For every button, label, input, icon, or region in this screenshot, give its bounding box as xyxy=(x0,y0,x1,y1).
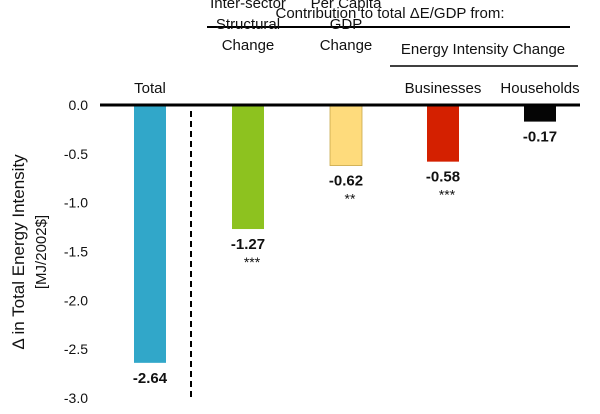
bar xyxy=(232,105,264,230)
y-axis-ticks: 0.0 -0.5 -1.0 -1.5 -2.0 -2.5 -3.0 xyxy=(64,97,88,406)
bar xyxy=(329,104,363,166)
y-tick-label: 0.0 xyxy=(69,97,89,113)
y-axis-title-group: Δ in Total Energy Intensity [MJ/2002$] xyxy=(9,154,50,350)
y-tick-label: -2.0 xyxy=(64,292,88,308)
value-label: -0.58 xyxy=(426,169,460,186)
bar xyxy=(134,105,166,363)
significance-label: ** xyxy=(345,191,356,207)
bars xyxy=(134,104,556,363)
value-label: -0.62 xyxy=(329,173,363,190)
value-labels: -2.64-1.27***-0.62**-0.58***-0.17 xyxy=(133,129,557,387)
significance-label: *** xyxy=(439,187,456,203)
value-label: -1.27 xyxy=(231,236,265,253)
y-tick-label: -2.5 xyxy=(64,341,88,357)
y-tick-label: -3.0 xyxy=(64,390,88,406)
category-label: Businesses xyxy=(405,80,482,97)
chart-title: Contribution to total ΔE/GDP from: xyxy=(275,5,504,22)
energy-intensity-group-header: Energy Intensity Change xyxy=(401,41,565,58)
y-axis-title: Δ in Total Energy Intensity xyxy=(9,154,28,350)
y-tick-label: -0.5 xyxy=(64,146,88,162)
category-label: Households xyxy=(500,80,579,97)
category-labels: Total Inter-sector Structural Change Per Cap… xyxy=(134,0,579,97)
category-label: Inter-sector Structural Change xyxy=(210,0,286,54)
bar xyxy=(427,105,459,162)
significance-label: *** xyxy=(244,254,261,270)
category-label: Per Capita GDP Change xyxy=(311,0,383,54)
value-label: -0.17 xyxy=(523,129,557,146)
y-tick-label: -1.5 xyxy=(64,244,88,260)
value-label: -2.64 xyxy=(133,370,168,387)
bar xyxy=(524,105,556,122)
y-axis-unit: [MJ/2002$] xyxy=(33,215,50,289)
y-tick-label: -1.0 xyxy=(64,195,88,211)
category-label: Total xyxy=(134,80,166,97)
